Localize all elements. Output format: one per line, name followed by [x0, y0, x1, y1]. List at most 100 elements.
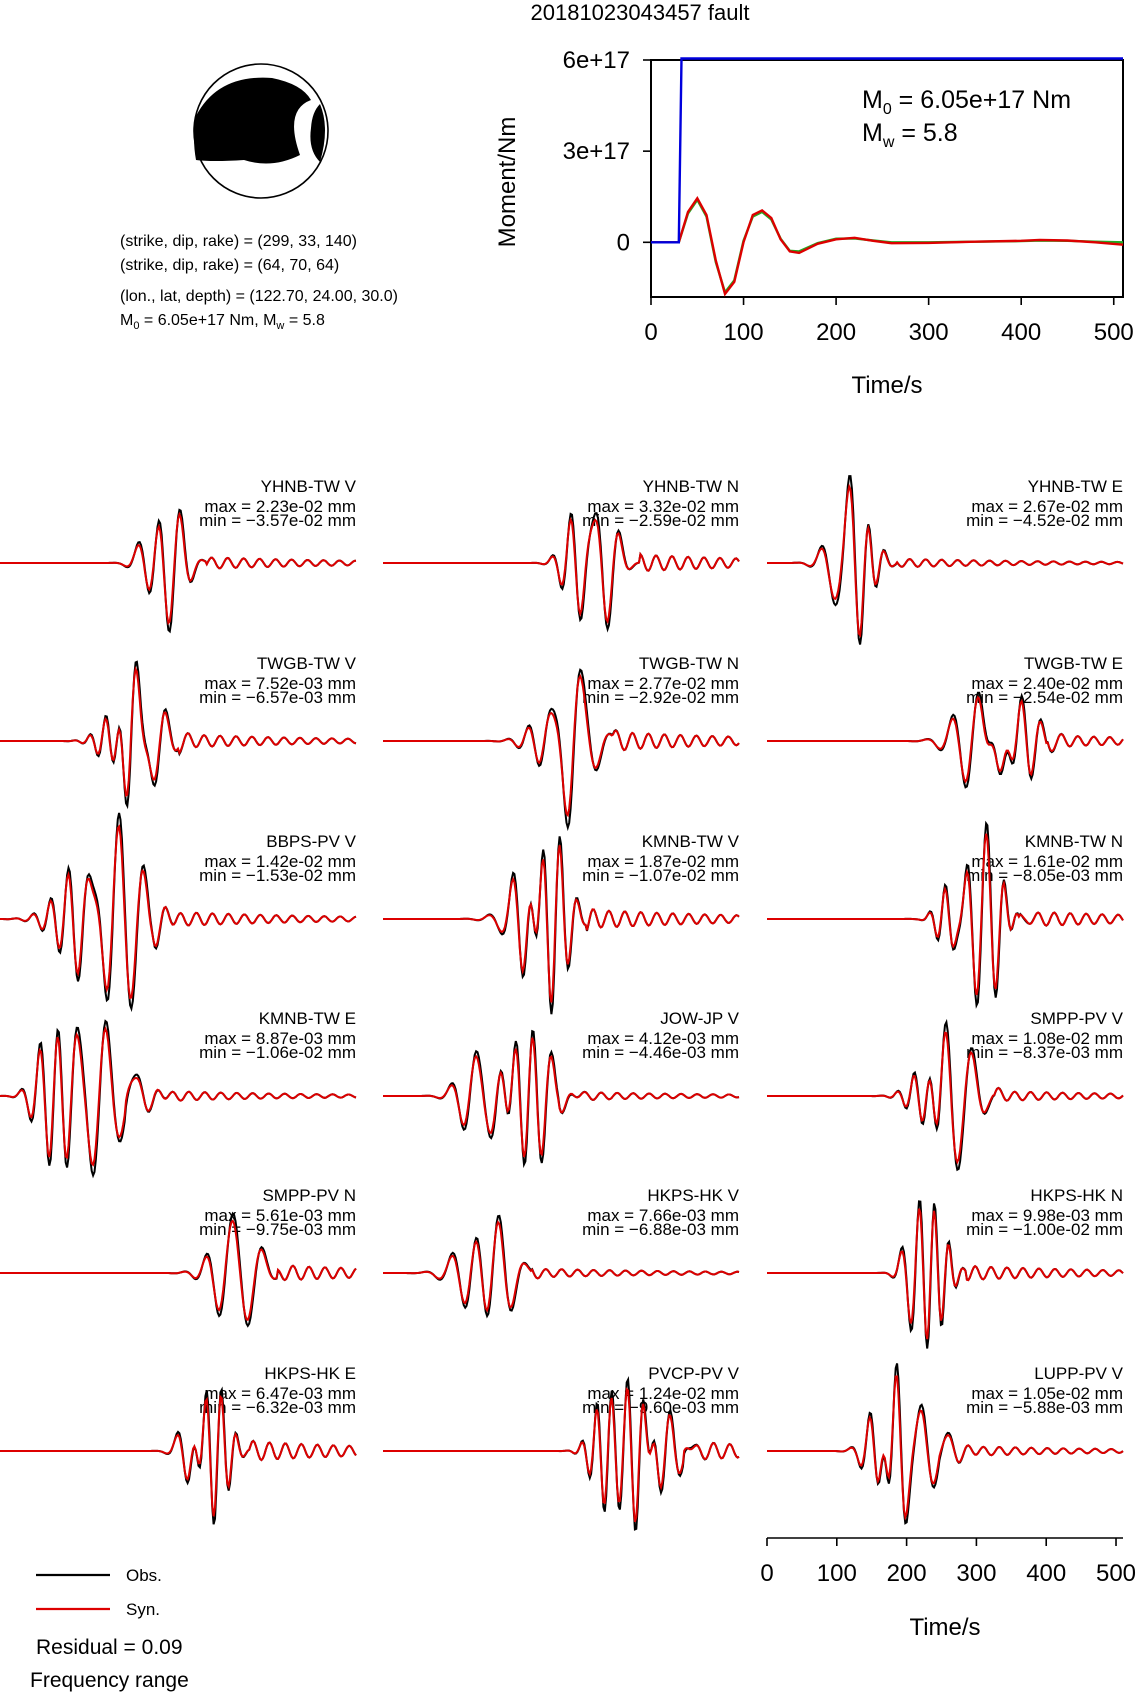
- synthetic-trace: [0, 824, 357, 1000]
- station-max: max = 4.12e-03 mm: [587, 1029, 739, 1048]
- moment-m0-annotation: M0 = 6.05e+17 Nm: [862, 86, 1071, 118]
- legend-obs-label: Obs.: [126, 1566, 162, 1585]
- station-max: max = 1.61e-02 mm: [971, 852, 1123, 871]
- station-min: min = −1.07e-02 mm: [582, 866, 739, 885]
- moment-ylabel: Moment/Nm: [494, 117, 521, 248]
- station-max: max = 6.47e-03 mm: [204, 1384, 356, 1403]
- moment-ticks: 0 100 200 300 400 500 0 3e+17 6e+17: [563, 47, 1134, 346]
- synthetic-trace: [383, 1220, 740, 1313]
- waveform-xtick-label: 200: [887, 1560, 927, 1587]
- frequency-range-label: Frequency range: [30, 1669, 189, 1692]
- moment-ytick-label: 6e+17: [563, 47, 630, 74]
- station-min: min = −8.05e-03 mm: [966, 866, 1123, 885]
- station-min: min = −6.88e-03 mm: [582, 1220, 739, 1239]
- synthetic-trace: [0, 1394, 357, 1517]
- station-max: max = 9.98e-03 mm: [971, 1206, 1123, 1225]
- residual-label: Residual = 0.09: [36, 1636, 183, 1659]
- synthetic-trace: [383, 1037, 740, 1158]
- synthetic-trace: [767, 833, 1124, 996]
- station-name: KMNB-TW E: [259, 1009, 356, 1028]
- synthetic-trace: [767, 1031, 1124, 1165]
- synthetic-trace: [767, 695, 1124, 784]
- beachball: [193, 63, 329, 199]
- station-name: PVCP-PV V: [648, 1364, 739, 1383]
- station-name: JOW-JP V: [660, 1009, 739, 1028]
- station-name: SMPP-PV N: [262, 1186, 356, 1205]
- station-min: min = −1.06e-02 mm: [199, 1043, 356, 1062]
- synthetic-trace: [0, 1025, 357, 1167]
- station-name: KMNB-TW V: [642, 832, 740, 851]
- synthetic-trace: [0, 1219, 357, 1322]
- waveform-xtick-label: 300: [956, 1560, 996, 1587]
- station-min: min = −2.92e-02 mm: [582, 688, 739, 707]
- station-name: TWGB-TW N: [639, 654, 739, 673]
- mechanism-line-4: M0 = 6.05e+17 Nm, Mw = 5.8: [120, 312, 325, 332]
- station-min: min = −5.88e-03 mm: [966, 1398, 1123, 1417]
- station-max: max = 3.32e-02 mm: [587, 497, 739, 516]
- moment-series-group: [651, 57, 1124, 297]
- moment-xtick-label: 500: [1094, 319, 1134, 346]
- station-max: max = 5.61e-03 mm: [204, 1206, 356, 1225]
- waveform-xtick-label: 100: [817, 1560, 857, 1587]
- beachball-compression-sliver: [310, 104, 325, 162]
- synthetic-trace: [0, 666, 357, 798]
- station-name: LUPP-PV V: [1034, 1364, 1123, 1383]
- moment-plot-frame: [650, 59, 1124, 298]
- synthetic-trace: [383, 1386, 740, 1523]
- mechanism-info: (strike, dip, rake) = (299, 33, 140) (st…: [120, 233, 398, 332]
- synthetic-trace: [767, 1375, 1124, 1521]
- synthetic-trace: [383, 673, 740, 818]
- station-min: min = −1.53e-02 mm: [199, 866, 356, 885]
- station-max: max = 2.40e-02 mm: [971, 674, 1123, 693]
- synthetic-trace: [0, 511, 357, 626]
- station-min: min = −3.57e-02 mm: [199, 511, 356, 530]
- waveform-xtick-label: 400: [1026, 1560, 1066, 1587]
- moment-rate-panel: 0 100 200 300 400 500 0 3e+17 6e+17 Moment/Nm Ti…: [494, 47, 1134, 399]
- moment-series-line: [651, 196, 1124, 297]
- station-max: max = 2.77e-02 mm: [587, 674, 739, 693]
- moment-ytick-label: 3e+17: [563, 138, 630, 165]
- station-min: min = −6.32e-03 mm: [199, 1398, 356, 1417]
- station-min: min = −9.75e-03 mm: [199, 1220, 356, 1239]
- waveform-time-axis: 0 100 200 300 400 500: [760, 1537, 1136, 1587]
- mechanism-line-3: (lon., lat, depth) = (122.70, 24.00, 30.…: [120, 288, 398, 305]
- moment-series-line: [651, 57, 1123, 244]
- mechanism-line-1: (strike, dip, rake) = (299, 33, 140): [120, 233, 357, 250]
- station-min: min = −6.57e-03 mm: [199, 688, 356, 707]
- station-min: min = −9.60e-03 mm: [582, 1398, 739, 1417]
- station-max: max = 7.66e-03 mm: [587, 1206, 739, 1225]
- station-max: max = 2.67e-02 mm: [971, 497, 1123, 516]
- legend-syn-label: Syn.: [126, 1600, 160, 1619]
- synthetic-trace: [383, 516, 740, 625]
- legend: Obs. Syn. Residual = 0.09 Frequency rang…: [30, 1566, 189, 1692]
- station-max: max = 2.23e-02 mm: [204, 497, 356, 516]
- station-min: min = −4.46e-03 mm: [582, 1043, 739, 1062]
- moment-xtick-label: 400: [1001, 319, 1041, 346]
- waveform-xtick-label: 0: [760, 1560, 773, 1587]
- station-min: min = −4.52e-02 mm: [966, 511, 1123, 530]
- moment-xtick-label: 0: [644, 319, 657, 346]
- waveform-xtick-label: 500: [1096, 1560, 1136, 1587]
- moment-ytick-label: 0: [617, 229, 630, 256]
- mechanism-line-2: (strike, dip, rake) = (64, 70, 64): [120, 257, 339, 274]
- beachball-compression-quadrant: [194, 77, 311, 164]
- station-name: HKPS-HK V: [647, 1186, 739, 1205]
- station-name: HKPS-HK E: [264, 1364, 356, 1383]
- station-max: max = 8.87e-03 mm: [204, 1029, 356, 1048]
